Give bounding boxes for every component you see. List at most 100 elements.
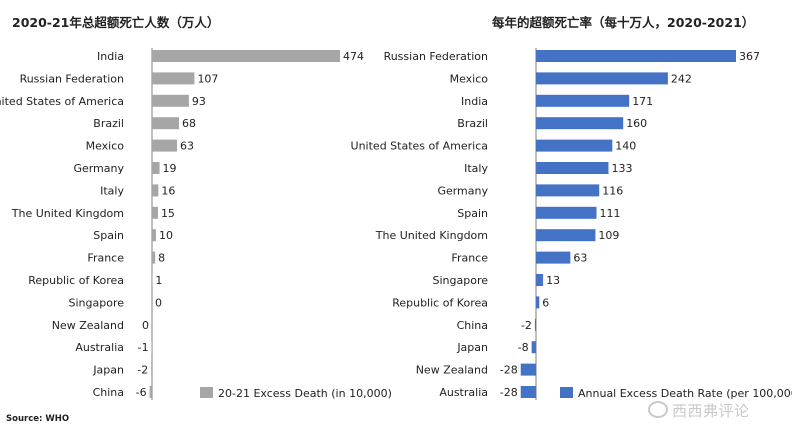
right-bar: [536, 296, 540, 309]
left-category-label: France: [87, 252, 124, 265]
left-category-label: The United Kingdom: [11, 207, 124, 220]
right-category-label: Spain: [457, 207, 488, 220]
left-category-label: Germany: [73, 162, 124, 175]
left-category-label: Russian Federation: [20, 72, 124, 85]
right-category-label: France: [451, 252, 488, 265]
right-bar: [536, 94, 630, 107]
right-bar-chart: Russian Federation 367 Mexico 242 India 171 Br…: [351, 48, 792, 400]
right-value-label: -28: [500, 386, 518, 399]
left-bar: [151, 363, 152, 376]
left-category-label: Republic of Korea: [28, 274, 124, 287]
left-category-label: India: [97, 50, 124, 63]
right-legend-swatch: [560, 387, 573, 398]
right-category-label: Singapore: [433, 274, 489, 287]
right-value-label: -28: [500, 364, 518, 377]
left-value-label: 10: [159, 229, 173, 242]
left-value-label: 15: [161, 207, 175, 220]
right-category-label: India: [461, 95, 488, 108]
right-value-label: 63: [573, 252, 587, 265]
left-bar: [152, 117, 179, 130]
left-legend-label: 20-21 Excess Death (in 10,000): [218, 387, 392, 400]
right-bar: [520, 363, 536, 376]
right-category-label: China: [457, 319, 488, 332]
left-value-label: -1: [138, 341, 149, 354]
left-value-label: 107: [197, 72, 218, 85]
left-category-label: Japan: [92, 364, 124, 377]
right-category-label: Mexico: [450, 72, 489, 85]
watermark-text: 西西弗评论: [672, 402, 750, 420]
left-value-label: 8: [158, 252, 165, 265]
left-bar: [152, 94, 189, 107]
right-category-label: United States of America: [351, 140, 488, 153]
right-value-label: 171: [632, 95, 653, 108]
right-value-label: 13: [546, 274, 560, 287]
watermark: 西西弗评论: [648, 400, 750, 421]
left-value-label: 93: [192, 95, 206, 108]
left-bar: [152, 72, 195, 85]
left-value-label: -2: [137, 364, 148, 377]
left-value-label: 68: [182, 117, 196, 130]
right-value-label: 140: [615, 140, 636, 153]
right-value-label: 116: [602, 184, 623, 197]
left-value-label: 474: [343, 50, 364, 63]
right-value-label: 242: [671, 72, 692, 85]
right-bar: [536, 184, 600, 197]
left-value-label: 0: [155, 296, 162, 309]
left-value-label: 63: [180, 140, 194, 153]
right-value-label: 133: [611, 162, 632, 175]
right-chart-title: 每年的超额死亡率（每十万人，2020-2021）: [492, 15, 755, 30]
left-value-label: 19: [163, 162, 177, 175]
left-bar-chart: India 474 Russian Federation 107 United Stat…: [0, 48, 392, 400]
left-value-label: 0: [142, 319, 149, 332]
right-value-label: 160: [626, 117, 647, 130]
right-bar: [536, 274, 544, 286]
left-category-label: Spain: [93, 229, 124, 242]
left-bar: [152, 251, 156, 264]
right-value-label: 6: [542, 296, 549, 309]
right-bar: [536, 162, 609, 174]
right-bar: [534, 318, 536, 331]
left-value-label: 1: [155, 274, 162, 287]
right-bar: [536, 117, 624, 130]
right-bar: [536, 206, 597, 219]
left-category-label: Italy: [100, 184, 124, 197]
right-category-label: Italy: [464, 162, 488, 175]
right-value-label: 111: [599, 207, 620, 220]
left-value-label: 16: [161, 184, 175, 197]
right-value-label: -8: [518, 341, 529, 354]
left-bar: [152, 229, 156, 242]
left-category-label: Singapore: [69, 296, 125, 309]
right-legend-label: Annual Excess Death Rate (per 100,000): [578, 387, 792, 400]
right-bar: [536, 139, 613, 152]
left-chart-title: 2020-21年总超额死亡人数（万人）: [12, 15, 220, 30]
left-bar: [152, 206, 158, 219]
right-category-label: New Zealand: [416, 364, 488, 377]
left-bar: [152, 184, 159, 197]
right-value-label: -2: [521, 319, 532, 332]
right-value-label: 109: [598, 229, 619, 242]
right-category-label: Republic of Korea: [392, 296, 488, 309]
weibo-icon: [648, 401, 668, 418]
left-legend-swatch: [200, 387, 213, 398]
source-note: Source: WHO: [6, 414, 70, 424]
left-category-label: United States of America: [0, 95, 124, 108]
right-category-label: Brazil: [457, 117, 488, 130]
left-category-label: Mexico: [86, 140, 125, 153]
right-category-label: The United Kingdom: [375, 229, 488, 242]
right-bar: [536, 251, 571, 264]
right-bar: [536, 50, 736, 62]
right-bar: [531, 341, 536, 354]
left-category-label: Brazil: [93, 117, 124, 130]
left-category-label: China: [93, 386, 124, 399]
right-bar: [536, 229, 596, 242]
left-bar: [152, 162, 160, 174]
right-category-label: Japan: [456, 341, 488, 354]
left-bar: [152, 139, 177, 152]
left-bar: [152, 50, 340, 62]
right-category-label: Australia: [439, 386, 488, 399]
right-bar: [536, 72, 668, 85]
left-category-label: Australia: [75, 341, 124, 354]
right-category-label: Russian Federation: [384, 50, 488, 63]
left-category-label: New Zealand: [52, 319, 124, 332]
